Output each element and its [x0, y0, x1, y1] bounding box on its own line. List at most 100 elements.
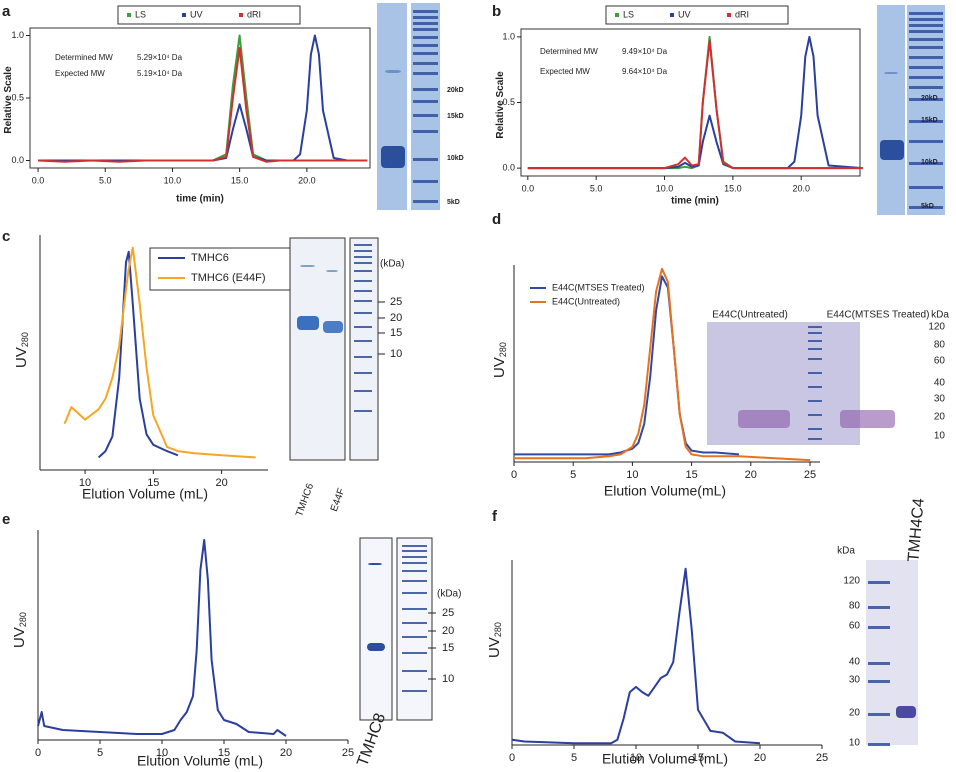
- gel-ladder-band: [909, 66, 943, 69]
- panel-label: d: [492, 211, 501, 228]
- gel-lane: [907, 5, 945, 215]
- series-line: [527, 35, 863, 170]
- gel-lane: [396, 537, 433, 721]
- legend-box: [605, 5, 789, 25]
- gel-marker-label: 20: [849, 708, 861, 719]
- gel-ladder-band: [413, 16, 438, 19]
- gel-marker-label: 20: [390, 312, 402, 324]
- gel-lane-label: TMH4C4: [905, 497, 928, 562]
- x-tick-label: 0.0: [522, 183, 535, 193]
- gel-ladder-band: [808, 400, 822, 402]
- gel-marker-label: 5kD: [447, 199, 460, 206]
- gel-ladder-band: [413, 36, 438, 39]
- gel-ladder-band: [354, 300, 372, 302]
- x-tick-label: 15: [685, 469, 697, 481]
- x-tick-label: 25: [804, 469, 816, 481]
- gel-lane: [349, 237, 379, 461]
- x-tick-label: 20.0: [298, 175, 316, 185]
- series-line: [511, 567, 761, 745]
- gel-marker-label: 30: [934, 394, 946, 405]
- gel-marker-label: 15kD: [447, 113, 464, 120]
- series-line: [527, 39, 863, 170]
- gel-lane-label: E44C(Untreated): [712, 310, 788, 321]
- y-axis-title-main: UV: [11, 627, 28, 648]
- x-tick-label: 20: [754, 752, 766, 764]
- gel-band: [368, 563, 382, 565]
- gel-ladder-band: [354, 326, 372, 328]
- x-tick-label: 15.0: [724, 183, 742, 193]
- gel-ladder-band: [413, 72, 438, 75]
- gel-ladder-band: [402, 562, 427, 564]
- gel-ladder-band: [909, 206, 943, 209]
- gel-marker-label: 25: [442, 607, 454, 619]
- gel-ladder-band: [354, 250, 372, 252]
- series-line: [527, 35, 863, 170]
- legend-swatch: [239, 13, 243, 17]
- gel-ladder-band: [868, 680, 890, 683]
- gel-marker-label: 15kD: [921, 117, 938, 124]
- x-tick-label: 20.0: [792, 183, 810, 193]
- y-axis-title-sub: 280: [498, 342, 508, 357]
- gel-unit: kDa: [931, 310, 949, 321]
- gel-ladder-band: [808, 438, 822, 440]
- gel-ladder-band: [402, 545, 427, 547]
- gel-band: [880, 140, 904, 160]
- gel-ladder-band: [413, 158, 438, 161]
- gel-ladder-band: [808, 326, 822, 328]
- gel-ladder-band: [868, 662, 890, 665]
- gel-ladder-band: [808, 332, 822, 334]
- legend-label: E44C(MTSES Treated): [552, 282, 645, 292]
- gel-ladder-band: [909, 46, 943, 49]
- annotation: Determined MW: [540, 47, 598, 56]
- gel-ladder-band: [909, 186, 943, 189]
- y-axis-title-sub: 280: [20, 332, 30, 347]
- x-tick-label: 10: [79, 477, 91, 489]
- gel-ladder-band: [909, 18, 943, 21]
- y-tick-label: 0.5: [11, 92, 24, 102]
- gel-ladder-band: [354, 312, 372, 314]
- gel-marker-label: 20: [934, 412, 946, 423]
- gel-ladder-band: [808, 414, 822, 416]
- gel-ladder-band: [808, 340, 822, 342]
- gel-band: [896, 706, 916, 718]
- y-axis-title-main: UV: [13, 347, 30, 368]
- gel-marker-label: 20kD: [447, 87, 464, 94]
- gel-ladder-band: [868, 743, 890, 746]
- plot-frame: [29, 27, 371, 169]
- series-line: [63, 246, 256, 459]
- series-line: [98, 250, 179, 459]
- x-axis-title: Elution Volume (mL): [137, 753, 263, 769]
- gel-marker-label: 10kD: [921, 159, 938, 166]
- legend-label: LS: [623, 9, 634, 19]
- gel-marker-label: 10: [390, 348, 402, 360]
- gel-ladder-band: [909, 162, 943, 165]
- series-line: [37, 539, 287, 737]
- gel-ladder-band: [354, 340, 372, 342]
- x-axis-title: Elution Volume (mL): [602, 751, 728, 767]
- legend-box: [149, 247, 291, 291]
- series-line: [38, 47, 368, 163]
- gel-band: [381, 146, 405, 168]
- y-tick-label: 0.5: [502, 97, 515, 107]
- gel-unit: kDa: [837, 546, 855, 557]
- gel-ladder-band: [909, 140, 943, 143]
- gel-ladder-band: [402, 652, 427, 654]
- x-tick-label: 5: [570, 469, 576, 481]
- gel-lane: [377, 3, 407, 210]
- x-tick-label: 25: [816, 752, 828, 764]
- gel-ladder-band: [402, 550, 427, 552]
- gel-marker-label: 20kD: [921, 95, 938, 102]
- x-tick-label: 5.0: [99, 175, 112, 185]
- x-tick-label: 25: [342, 747, 354, 759]
- gel-marker-label: 60: [934, 356, 946, 367]
- gel-ladder-band: [808, 348, 822, 350]
- gel-marker-label: 15: [390, 327, 402, 339]
- y-axis-title: Relative Scale: [3, 66, 14, 134]
- gel-unit: (kDa): [437, 589, 461, 600]
- annotation: 5.19×10⁴ Da: [137, 69, 183, 78]
- gel-ladder-band: [413, 28, 438, 31]
- gel-band: [326, 270, 338, 272]
- gel-ladder-band: [413, 62, 438, 65]
- legend-swatch: [615, 13, 619, 17]
